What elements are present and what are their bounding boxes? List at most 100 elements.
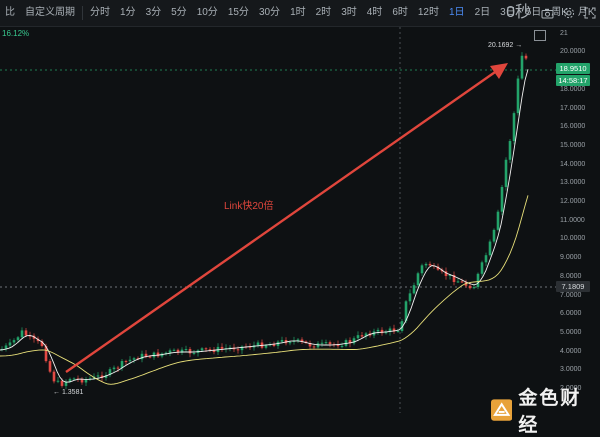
candle-body [108,369,112,376]
candle-body [240,346,244,351]
candle-body [348,340,352,344]
candle-body [40,341,44,347]
candle-body [280,339,284,342]
period-20[interactable]: 月K [577,7,595,18]
candle-body [100,375,104,379]
axis-tick: 8.0000 [560,272,582,280]
candle-body [476,273,480,288]
period-11[interactable]: 3时 [341,7,357,18]
candle-body [48,361,52,372]
period-13[interactable]: 6时 [392,7,408,18]
candle-body [516,78,520,114]
candle-body [484,255,488,263]
candle-body [420,265,424,274]
candle-body [436,266,440,270]
candle-body [412,285,416,294]
period-16[interactable]: 2日 [474,7,491,18]
candle-body [312,346,316,348]
candle-body [320,342,324,344]
current-price-tag: 18.9510 [556,63,590,74]
axis-tick: 7.0000 [560,291,582,299]
period-17[interactable]: 3日 [500,7,516,18]
candle-body [144,353,148,357]
candle-body [396,330,400,332]
period-6[interactable]: 10分 [196,7,218,18]
candle-body [408,293,412,302]
period-19[interactable]: 周K [551,7,568,18]
period-15[interactable]: 1日 [449,7,465,18]
axis-tick: 2.0000 [560,385,582,392]
candle-body [376,329,380,332]
settings-icon[interactable] [562,7,575,20]
candle-body [168,350,172,353]
candle-body [524,55,528,59]
candle-body [404,301,408,322]
candle-body [140,353,144,360]
period-5[interactable]: 5分 [171,7,187,18]
toolbar-divider [82,6,83,20]
jinse-logo-icon [491,399,513,421]
period-8[interactable]: 30分 [258,7,281,18]
high-price-label: 20.1692 → [488,42,523,49]
axis-tick: 18.0000 [560,85,586,93]
candle-body [460,281,464,283]
watermark-text: 金色财经 [518,388,582,436]
candle-body [272,344,276,346]
period-3[interactable]: 1分 [120,7,136,18]
period-toolbar: 比自定义周期 分时 1分 3分 5分 10分 15分 30分 1时 2时 3时 4时 6时 12时 1日 2日… [0,0,600,27]
candle-body [164,352,168,354]
period-9[interactable]: 1时 [290,7,306,18]
candle-body [124,361,128,363]
candle-body [60,380,64,386]
seconds-selector[interactable]: 0秒 [506,4,531,21]
period-18[interactable]: 5日 [525,7,542,18]
period-7[interactable]: 15分 [227,7,249,18]
fullscreen-icon[interactable] [583,7,596,20]
candle-body [112,367,116,370]
chart-corner-button[interactable] [534,30,546,41]
candle-body [364,333,368,337]
candle-body [56,380,60,382]
period-1[interactable]: 自定义周期 [25,7,75,18]
candle-body [384,331,388,334]
period-2[interactable]: 分时 [90,7,110,18]
candle-body [340,345,344,347]
candle-body [204,348,208,350]
candle-body [84,379,88,383]
candle-body [156,352,160,357]
candle-body [512,113,516,142]
candle-body [200,348,204,351]
candle-body [208,349,212,351]
camera-icon[interactable] [541,7,554,20]
axis-tick: 5.0000 [560,328,582,336]
candle-body [388,328,392,332]
reference-price-tag: 7.1809 [556,281,590,292]
period-14[interactable]: 12时 [417,7,439,18]
candle-body [184,349,188,351]
axis-tick: 9.0000 [560,254,582,262]
candle-body [488,241,492,256]
candle-body [120,361,124,369]
candle-body [80,379,84,383]
candle-body [4,345,8,349]
candle-body [248,346,252,348]
period-4[interactable]: 3分 [145,7,162,18]
axis-tick: 6.0000 [560,310,582,318]
candle-body [500,186,504,212]
candle-body [344,340,348,346]
candle-body [392,328,396,332]
candlestick-chart[interactable] [0,27,600,413]
period-0[interactable]: 比 [5,7,15,18]
period-12[interactable]: 4时 [366,7,383,18]
candle-body [16,337,20,341]
period-10[interactable]: 2时 [315,7,332,18]
candle-body [12,340,16,343]
candle-body [472,287,476,289]
axis-tick: 3.0000 [560,366,582,374]
axis-tick: 21 [560,29,568,37]
candle-body [256,342,260,346]
candle-body [44,346,48,362]
axis-tick: 20.0000 [560,48,586,56]
countdown-tag: 14:58:17 [556,75,590,86]
candle-body [448,275,452,277]
